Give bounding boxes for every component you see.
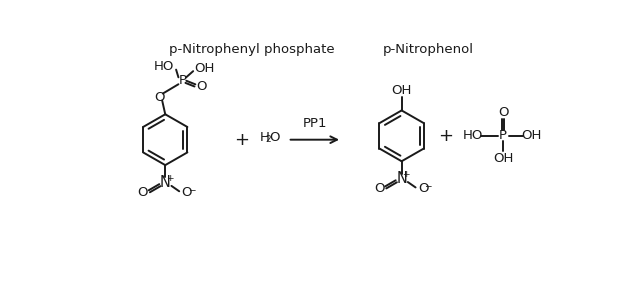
Text: HO: HO <box>154 60 174 73</box>
Text: OH: OH <box>194 62 214 75</box>
Text: N: N <box>396 171 407 186</box>
Text: p-Nitrophenyl phosphate: p-Nitrophenyl phosphate <box>169 43 335 56</box>
Text: p-Nitrophenol: p-Nitrophenol <box>382 43 473 56</box>
Text: N: N <box>160 174 171 190</box>
Text: OH: OH <box>493 152 513 165</box>
Text: O: O <box>269 131 280 144</box>
Text: O: O <box>374 182 385 196</box>
Text: +: + <box>166 174 173 183</box>
Text: P: P <box>499 129 507 142</box>
Text: O: O <box>498 106 508 119</box>
Text: −: − <box>188 185 195 194</box>
Text: +: + <box>403 170 410 179</box>
Text: P: P <box>179 74 186 87</box>
Text: +: + <box>234 131 249 149</box>
Text: OH: OH <box>392 84 412 97</box>
Text: O: O <box>154 91 164 104</box>
Text: 2: 2 <box>265 135 271 144</box>
Text: HO: HO <box>463 129 483 142</box>
Text: PP1: PP1 <box>303 117 327 130</box>
Text: O: O <box>418 182 429 196</box>
Text: H: H <box>260 131 269 144</box>
Text: +: + <box>438 127 453 145</box>
Text: O: O <box>196 80 207 93</box>
Text: O: O <box>182 186 192 199</box>
Text: OH: OH <box>521 129 541 142</box>
Text: −: − <box>424 181 432 190</box>
Text: O: O <box>138 186 148 199</box>
